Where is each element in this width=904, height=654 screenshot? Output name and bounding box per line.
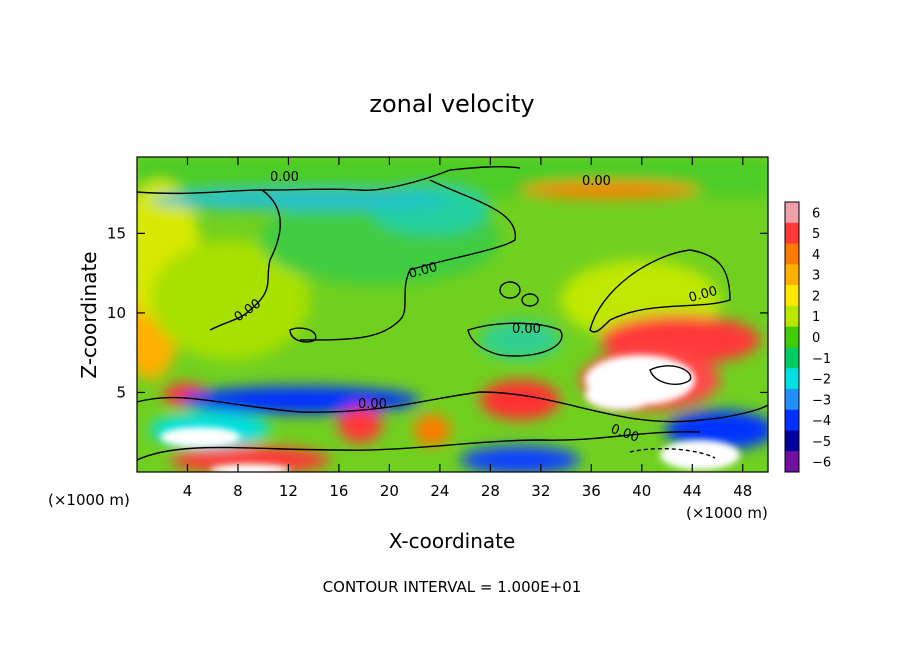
- colorbar-swatch: [785, 451, 799, 473]
- colorbar-tick-label: 0: [812, 331, 820, 346]
- colorbar-swatch: [785, 222, 799, 245]
- y-axis-label: Z-coordinate: [77, 251, 101, 378]
- colorbar-frame: [784, 201, 800, 473]
- contour-lines: [137, 166, 768, 461]
- colorbar-swatch: [785, 388, 799, 411]
- colorbar-tick-label: 6: [812, 206, 820, 221]
- x-tick-label: 36: [582, 482, 601, 500]
- colorbar-tick-label: −3: [812, 393, 831, 408]
- colorbar-tick-label: 3: [812, 269, 820, 284]
- contour-label: 0.00: [582, 174, 611, 189]
- x-tick-label: 40: [632, 482, 651, 500]
- colorbar-tick-label: −2: [812, 373, 831, 388]
- x-tick-label: 48: [733, 482, 752, 500]
- x-axis: 4 8 12 16 20 24 28 32 36 40 44 48: [183, 157, 752, 500]
- chart-title: zonal velocity: [369, 90, 534, 118]
- colorbar-tick-label: 1: [812, 310, 820, 325]
- colorbar: 6 5 4 3 2 1 0 −1 −2 −3 −4 −5 −6: [784, 201, 831, 473]
- colorbar-swatch: [785, 368, 799, 390]
- x-tick-label: 20: [380, 482, 399, 500]
- colorbar-tick-label: −6: [812, 456, 831, 471]
- colorbar-swatch: [785, 243, 799, 265]
- colorbar-swatch: [785, 347, 799, 369]
- x-tick-label: 12: [279, 482, 298, 500]
- contour-label: 0.00: [407, 260, 439, 282]
- x-tick-label: 32: [531, 482, 550, 500]
- x-tick-label: 28: [481, 482, 500, 500]
- colorbar-tick-label: −4: [812, 414, 831, 429]
- colorbar-tick-label: −5: [812, 435, 831, 450]
- y-axis: 5 10 15: [107, 224, 768, 401]
- colorbar-tick-label: 4: [812, 248, 820, 263]
- x-tick-label: 4: [183, 482, 193, 500]
- contour-label: 0.00: [358, 397, 387, 412]
- colorbar-tick-label: 5: [812, 227, 820, 242]
- colorbar-swatch: [785, 409, 799, 431]
- colorbar-swatch: [785, 430, 799, 452]
- velocity-field: [137, 157, 768, 472]
- colorbar-swatch: [785, 285, 799, 307]
- z-unit-label: (×1000 m): [686, 504, 768, 522]
- colorbar-swatch: [785, 202, 799, 224]
- contour-interval-footer: CONTOUR INTERVAL = 1.000E+01: [323, 578, 582, 596]
- colorbar-swatch: [785, 305, 799, 328]
- x-tick-label: 16: [329, 482, 348, 500]
- y-tick-label: 10: [107, 304, 126, 322]
- contour-label: 0.00: [687, 284, 719, 306]
- y-tick-label: 5: [116, 383, 126, 401]
- contour-label: 0.00: [270, 170, 299, 185]
- colorbar-tick-label: 2: [812, 289, 820, 304]
- contour-label: 0.00: [512, 322, 541, 337]
- x-tick-label: 44: [683, 482, 702, 500]
- x-tick-label: 24: [430, 482, 449, 500]
- y-tick-label: 15: [107, 224, 126, 242]
- colorbar-swatch: [785, 326, 799, 348]
- x-tick-label: 8: [233, 482, 243, 500]
- x-axis-label: X-coordinate: [389, 529, 516, 553]
- x-unit-label: (×1000 m): [48, 491, 130, 509]
- colorbar-tick-label: −1: [812, 352, 831, 367]
- plot-frame: [136, 156, 769, 473]
- colorbar-swatch: [785, 264, 799, 286]
